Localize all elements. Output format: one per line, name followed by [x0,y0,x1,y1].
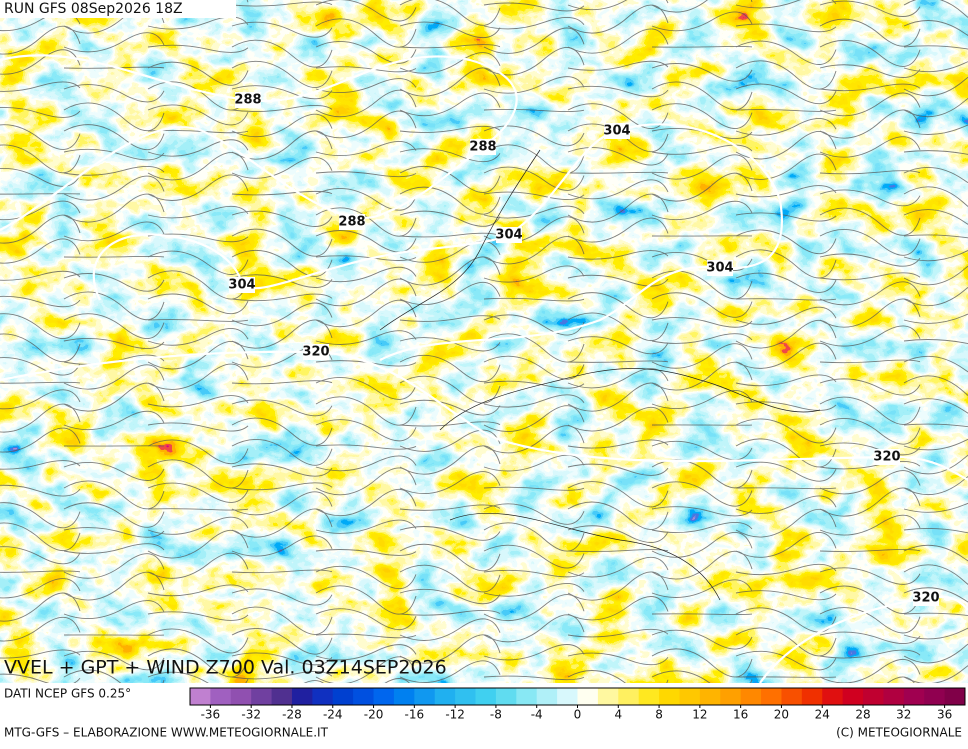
colorbar-swatch [822,688,843,705]
colorbar-swatch [374,688,395,705]
colorbar-tick-label: -32 [241,708,261,722]
colorbar-swatch [251,688,272,705]
colorbar-swatch [272,688,293,705]
colorbar-swatch [516,688,537,705]
colorbar-tick-label: -20 [364,708,384,722]
colorbar-swatch [557,688,578,705]
credit: MTG-GFS – ELABORAZIONE WWW.METEOGIORNALE… [4,726,329,740]
colorbar-swatch [720,688,741,705]
map: 288 288 288 304 304 304 304 320 320 320 VVEL + GP… [0,0,968,718]
contour-label: 304 [603,124,630,139]
colorbar-swatch [618,688,639,705]
colorbar-swatch [741,688,762,705]
copyright: (C) METEOGIORNALE [836,726,962,740]
contour-label: 320 [873,450,900,465]
contour-label: 304 [706,261,733,276]
colorbar-swatch [598,688,619,705]
colorbar-swatch [333,688,354,705]
colorbar-tick-label: 0 [574,708,582,722]
contour-label: 304 [495,228,522,243]
colorbar-tick-label: 12 [692,708,707,722]
colorbar-swatch [883,688,904,705]
colorbar-swatch [292,688,313,705]
colorbar-swatch [578,688,599,705]
colorbar-tick-label: -24 [323,708,343,722]
colorbar-swatch [476,688,497,705]
colorbar-tick-label: 32 [896,708,911,722]
colorbar-tick-label: 8 [655,708,663,722]
colorbar-swatch [537,688,558,705]
colorbar-swatch [761,688,782,705]
colorbar-tick-label: -36 [201,708,221,722]
colorbar-swatch [863,688,884,705]
colorbar-tick-label: 36 [937,708,952,722]
colorbar-swatch [312,688,333,705]
contour-label: 288 [338,215,365,230]
colorbar-tick-label: 20 [774,708,789,722]
contour-label: 320 [302,345,329,360]
colorbar-swatch [394,688,415,705]
colorbar-tick-label: 24 [815,708,830,722]
colorbar-swatch [231,688,252,705]
colorbar-swatch [190,688,211,705]
colorbar-tick-label: -12 [445,708,465,722]
colorbar-tick-label: -16 [405,708,425,722]
colorbar-swatch [435,688,456,705]
colorbar-tick-label: 4 [614,708,622,722]
contour-label: 288 [234,93,261,108]
vvel-field [0,0,968,683]
colorbar-tick-label: 16 [733,708,748,722]
colorbar-tick-label: -4 [531,708,543,722]
colorbar-swatch [679,688,700,705]
colorbar-swatch [639,688,660,705]
colorbar-swatch [414,688,435,705]
contour-label: 304 [228,278,255,293]
colorbar-swatch [353,688,374,705]
colorbar-swatch [781,688,802,705]
colorbar-swatch [945,688,966,705]
colorbar: -36 -32 -28 -24 -20 -16 -12 -8 -4 0 4 8 12 16 20 24 28 32… [190,688,966,722]
colorbar-swatch [700,688,721,705]
colorbar-swatch [659,688,680,705]
contour-label: 320 [912,591,939,606]
colorbar-swatch [904,688,925,705]
colorbar-swatch [455,688,476,705]
run-label: RUN GFS 08Sep2026 18Z [4,1,183,17]
colorbar-swatch [924,688,945,705]
colorbar-swatch [210,688,231,705]
colorbar-tick-label: 28 [855,708,870,722]
colorbar-swatch [496,688,517,705]
source-label: DATI NCEP GFS 0.25° [4,687,131,701]
colorbar-swatch [802,688,823,705]
colorbar-tick-label: -28 [282,708,302,722]
colorbar-tick-label: -8 [490,708,502,722]
map-title: VVEL + GPT + WIND Z700 Val. 03Z14SEP2026 [4,657,447,679]
contour-label: 288 [469,140,496,155]
colorbar-swatch [843,688,864,705]
